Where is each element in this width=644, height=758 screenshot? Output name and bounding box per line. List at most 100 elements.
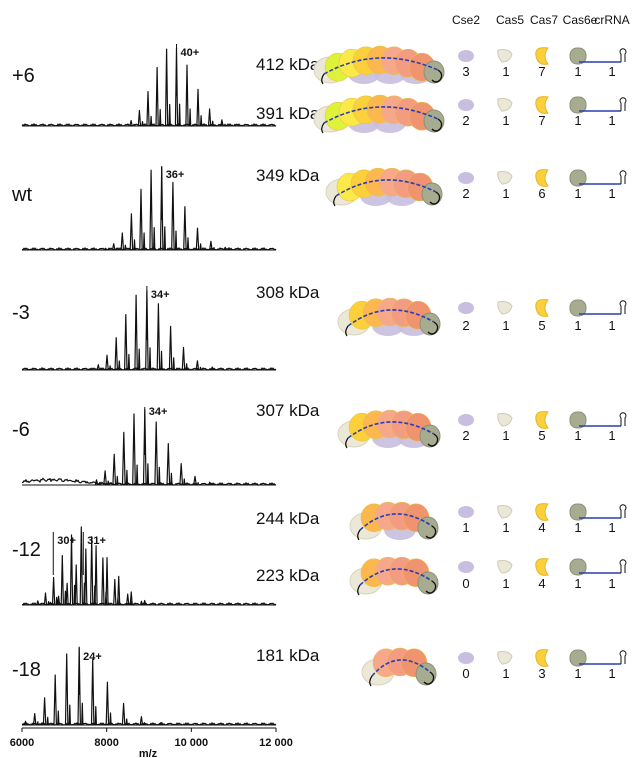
mass-spectrum <box>21 290 277 371</box>
subunit-count-cas6e: 1 <box>574 520 581 535</box>
subunit-count-crrna: 1 <box>608 666 615 681</box>
subunit-count-cas6e: 1 <box>574 576 581 591</box>
subunit-count-cas6e: 1 <box>574 318 581 333</box>
cse2-icon <box>458 99 474 111</box>
crrna-icon-hairpin <box>619 48 627 62</box>
crrna-tail <box>357 584 361 596</box>
cse2-icon <box>458 302 474 314</box>
subunit-count-cse2: 1 <box>462 520 469 535</box>
cascade-complex-cartoon <box>349 556 439 596</box>
subunit-count-cas5: 1 <box>502 666 509 681</box>
subunit-count-crrna: 1 <box>608 113 615 128</box>
crrna-strand <box>323 106 439 124</box>
subunit-count-cas5: 1 <box>502 64 509 79</box>
column-header-cse2: Cse2 <box>452 13 480 27</box>
cse2-icon <box>458 50 474 62</box>
mass-spectrum <box>21 646 277 726</box>
crrna-hairpin <box>425 580 437 594</box>
cas5-icon <box>497 171 513 185</box>
cas6e-icon <box>569 649 587 667</box>
cse2-icon <box>458 172 474 184</box>
crrna-strand <box>347 421 435 439</box>
crrna-strand <box>323 57 439 75</box>
subunit-legend-icons <box>458 411 627 429</box>
crrna-icon-hairpin <box>619 559 627 573</box>
cas6e-icon <box>569 96 587 114</box>
subunit-count-crrna: 1 <box>608 576 615 591</box>
cas5-icon <box>497 413 513 427</box>
cas5-icon <box>497 98 513 112</box>
crrna-strand <box>371 659 431 677</box>
subunit-count-cas6e: 1 <box>574 64 581 79</box>
complex-mass-label: 349 kDa <box>256 166 320 185</box>
charge-state-label: 30+ <box>57 535 76 547</box>
cas6e-icon <box>569 169 587 187</box>
cascade-complex-cartoon <box>349 501 439 541</box>
variant-label: -6 <box>12 419 30 441</box>
column-header-cas6e: Cas6e <box>563 13 598 27</box>
cse2-icon <box>458 414 474 426</box>
cascade-complex-cartoon <box>337 409 441 449</box>
subunit-legend-icons <box>458 503 627 521</box>
subunit-count-cas7: 7 <box>538 113 545 128</box>
crrna-tail <box>333 195 337 207</box>
subunit-count-cse2: 2 <box>462 428 469 443</box>
charge-state-label: 31+ <box>87 535 106 547</box>
subunit-count-cas5: 1 <box>502 318 509 333</box>
crrna-hairpin <box>423 671 435 685</box>
variant-label: +6 <box>12 65 35 87</box>
cas6e-icon <box>569 411 587 429</box>
complex-mass-label: 412 kDa <box>256 55 320 74</box>
sample-row-4: -12 30+ 31+ 244 kDa 1 1 4 1 1 223 kDa 0 1 4 1 1 <box>12 501 627 606</box>
cas5-icon <box>497 560 513 574</box>
cascade-complex-cartoon <box>313 94 445 134</box>
mass-spectrum <box>21 409 277 486</box>
complex-mass-label: 223 kDa <box>256 566 320 585</box>
subunit-count-cse2: 2 <box>462 318 469 333</box>
crrna-hairpin <box>427 321 439 335</box>
subunit-count-cse2: 0 <box>462 666 469 681</box>
crrna-tail <box>357 529 361 541</box>
cas7-icon <box>535 47 549 65</box>
cas5-icon <box>497 651 513 665</box>
subunit-count-cas7: 5 <box>538 428 545 443</box>
cas6e-subunit <box>415 662 437 686</box>
cas6e-subunit <box>419 312 441 336</box>
subunit-count-cse2: 2 <box>462 113 469 128</box>
cas6e-subunit <box>421 182 443 206</box>
subunit-count-crrna: 1 <box>608 318 615 333</box>
column-header-cas5: Cas5 <box>496 13 524 27</box>
subunit-count-cse2: 2 <box>462 186 469 201</box>
cas6e-icon <box>569 558 587 576</box>
subunit-count-cse2: 0 <box>462 576 469 591</box>
cas7-icon <box>535 411 549 429</box>
variant-label: wt <box>11 184 32 206</box>
crrna-tail <box>321 73 325 85</box>
subunit-count-crrna: 1 <box>608 520 615 535</box>
subunit-count-crrna: 1 <box>608 64 615 79</box>
crrna-hairpin <box>429 191 441 205</box>
crrna-tail <box>345 437 349 449</box>
mass-spectrum <box>21 526 277 606</box>
subunit-count-cas6e: 1 <box>574 666 581 681</box>
subunit-count-cas7: 7 <box>538 64 545 79</box>
mass-spectrum <box>21 166 277 251</box>
crrna-tail <box>369 675 373 687</box>
subunit-count-cas7: 6 <box>538 186 545 201</box>
crrna-strand <box>359 513 433 531</box>
variant-label: -18 <box>12 659 41 681</box>
sample-row-2: -3 34+ 308 kDa 2 1 5 1 1 <box>12 283 627 371</box>
cas6e-subunit <box>419 424 441 448</box>
complex-mass-label: 181 kDa <box>256 646 320 665</box>
cas6e-subunit <box>417 571 439 595</box>
column-header-cas7: Cas7 <box>530 13 558 27</box>
crrna-icon-hairpin <box>619 170 627 184</box>
complex-mass-label: 308 kDa <box>256 283 320 302</box>
subunit-count-cse2: 3 <box>462 64 469 79</box>
variant-label: -12 <box>12 539 41 561</box>
subunit-count-crrna: 1 <box>608 428 615 443</box>
cas7-icon <box>535 558 549 576</box>
crrna-hairpin <box>425 525 437 539</box>
